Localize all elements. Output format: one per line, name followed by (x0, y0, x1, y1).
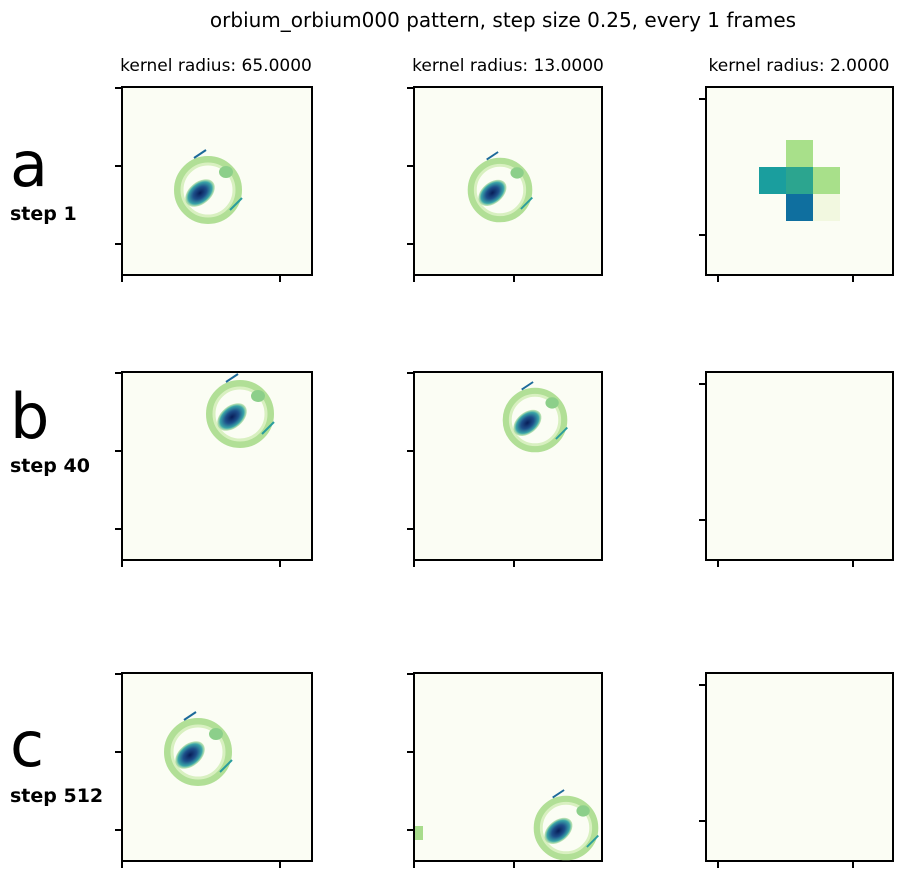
panel (413, 86, 603, 276)
row-step: step 1 (10, 203, 77, 225)
ticks (115, 87, 854, 868)
figure-title: orbium_orbium000 pattern, step size 0.25… (210, 8, 796, 32)
row-step: step 40 (10, 455, 90, 477)
panel (705, 371, 894, 561)
panel (413, 371, 603, 561)
panel (121, 672, 313, 862)
row-step: step 512 (10, 785, 103, 807)
column-title: kernel radius: 13.0000 (412, 56, 604, 76)
column-title: kernel radius: 2.0000 (709, 56, 890, 76)
row-letter: b (10, 380, 49, 453)
panels (121, 86, 894, 862)
panel (705, 672, 894, 862)
panel (121, 86, 313, 276)
row-letter: c (10, 708, 44, 781)
pattern (415, 826, 423, 840)
row-letter: a (10, 128, 48, 201)
panel (413, 672, 603, 862)
column-title: kernel radius: 65.0000 (120, 56, 312, 76)
pattern (759, 140, 840, 221)
